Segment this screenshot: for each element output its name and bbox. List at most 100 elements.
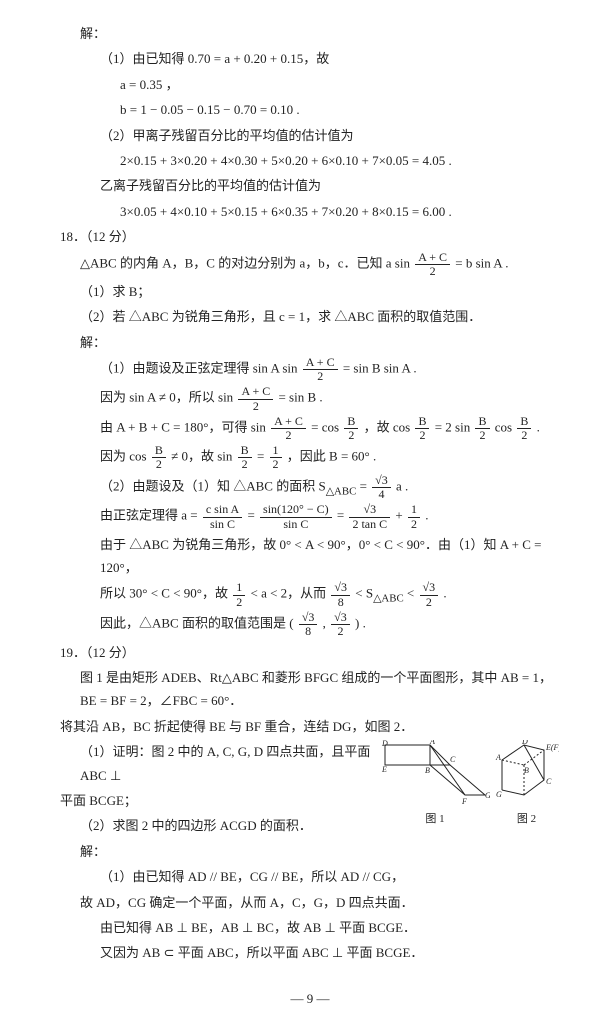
frac: sin(120° − C)sin C xyxy=(260,503,332,530)
fig2-caption: 图 2 xyxy=(494,810,559,830)
plus: + xyxy=(395,508,406,523)
p18-s6: 由正弦定理得 a = c sin Asin C = sin(120° − C)s… xyxy=(60,503,560,530)
text: = 2 sin xyxy=(435,419,471,434)
p17-l7: 3×0.05 + 4×0.10 + 5×0.15 + 6×0.35 + 7×0.… xyxy=(60,200,560,223)
fig1-caption: 图 1 xyxy=(380,810,490,830)
p19-s3: 由已知得 AB ⊥ BE，AB ⊥ BC，故 AB ⊥ 平面 BCGE． xyxy=(60,916,560,939)
svg-text:D: D xyxy=(381,740,388,748)
text: （2）由题设及（1）知 △ABC 的面积 S xyxy=(100,478,326,493)
frac-12: 12 xyxy=(270,444,282,471)
frac-B2: B2 xyxy=(344,415,358,442)
text: = b sin A . xyxy=(455,255,508,270)
text: 因为 cos xyxy=(100,449,147,464)
p17-l6: 乙离子残留百分比的平均值的估计值为 xyxy=(60,174,560,197)
frac: √32 tan C xyxy=(349,503,390,530)
frac: A + C2 xyxy=(271,415,306,442)
text: a . xyxy=(396,478,408,493)
figure-block: D A E B C F G 图 1 D E(F) A B xyxy=(380,740,560,830)
comma: , xyxy=(323,616,330,631)
p18-s7: 由于 △ABC 为锐角三角形，故 0° < A < 90°，0° < C < 9… xyxy=(60,533,560,580)
frac-s34: √34 xyxy=(372,474,391,501)
p18-s3: 由 A + B + C = 180°，可得 sin A + C2 = cos B… xyxy=(60,415,560,442)
figure-2: D E(F) A B G C 图 2 xyxy=(494,740,559,830)
p18-s2: 因为 sin A ≠ 0，所以 sin A + C2 = sin B . xyxy=(60,385,560,412)
p19-s2: 故 AD，CG 确定一个平面，从而 A，C，G，D 四点共面． xyxy=(60,891,560,914)
frac-B2: B2 xyxy=(415,415,429,442)
svg-text:G: G xyxy=(485,791,490,800)
figure-1: D A E B C F G 图 1 xyxy=(380,740,490,830)
text: < a < 2，从而 xyxy=(250,586,329,601)
p19-head: 19．（12 分） xyxy=(60,641,560,664)
svg-text:A: A xyxy=(495,753,501,762)
text: cos xyxy=(495,419,512,434)
sub: △ABC xyxy=(373,593,404,605)
frac-AC2: A + C2 xyxy=(415,251,450,278)
text: ≠ 0，故 sin xyxy=(171,449,232,464)
p17-l3: b = 1 − 0.05 − 0.15 − 0.70 = 0.10 . xyxy=(60,98,560,121)
p17-l5: 2×0.15 + 3×0.20 + 4×0.30 + 5×0.20 + 6×0.… xyxy=(60,149,560,172)
eq: = xyxy=(247,508,258,523)
text: △ABC 的内角 A，B，C 的对边分别为 a，b，c．已知 a sin xyxy=(80,255,410,270)
p18-s1: （1）由题设及正弦定理得 sin A sin A + C2 = sin B si… xyxy=(60,356,560,383)
frac: A + C2 xyxy=(303,356,338,383)
p17-l1: （1）由已知得 0.70 = a + 0.20 + 0.15，故 xyxy=(60,47,560,70)
frac-B2: B2 xyxy=(238,444,252,471)
text: = cos xyxy=(311,419,339,434)
p17-l4: （2）甲离子残留百分比的平均值的估计值为 xyxy=(60,124,560,147)
frac-B2: B2 xyxy=(152,444,166,471)
text: 因此，△ABC 面积的取值范围是 ( xyxy=(100,616,294,631)
frac: c sin Asin C xyxy=(203,503,242,530)
page-number: 9 xyxy=(60,987,560,1010)
frac: A + C2 xyxy=(238,385,273,412)
sub: △ABC xyxy=(326,485,357,497)
p18-head: 18．（12 分） xyxy=(60,225,560,248)
frac-s32: √32 xyxy=(331,611,350,638)
frac-s38: √38 xyxy=(331,581,350,608)
p19-s4: 又因为 AB ⊂ 平面 ABC，所以平面 ABC ⊥ 平面 BCGE． xyxy=(60,941,560,964)
text: ，因此 B = 60° . xyxy=(287,449,376,464)
text: ) . xyxy=(355,616,366,631)
dot: . xyxy=(443,586,446,601)
svg-text:A: A xyxy=(429,740,435,746)
p19-s1: （1）由已知得 AD // BE，CG // BE，所以 AD // CG， xyxy=(60,865,560,888)
dot: . xyxy=(537,419,540,434)
text: （1）由题设及正弦定理得 sin A sin xyxy=(100,361,298,376)
p18-stem: △ABC 的内角 A，B，C 的对边分别为 a，b，c．已知 a sin A +… xyxy=(60,251,560,278)
svg-text:C: C xyxy=(450,755,456,764)
label-jie: 解： xyxy=(60,331,560,354)
p18-s8: 所以 30° < C < 90°，故 12 < a < 2，从而 √38 < S… xyxy=(60,581,560,609)
text: ，故 cos xyxy=(364,419,411,434)
eq: = xyxy=(337,508,348,523)
frac-s38: √38 xyxy=(299,611,318,638)
p19-stem2: 将其沿 AB，BC 折起使得 BE 与 BF 重合，连结 DG，如图 2． xyxy=(60,715,560,738)
svg-text:G: G xyxy=(496,790,502,799)
text: = sin B . xyxy=(278,390,322,405)
frac-s32: √32 xyxy=(420,581,439,608)
svg-text:F: F xyxy=(461,797,467,806)
svg-text:E: E xyxy=(381,765,387,774)
p18-s4: 因为 cos B2 ≠ 0，故 sin B2 = 12 ，因此 B = 60° … xyxy=(60,444,560,471)
eq: = xyxy=(360,478,371,493)
p18-q1: （1）求 B； xyxy=(60,280,560,303)
text: < xyxy=(407,586,418,601)
text: 因为 sin A ≠ 0，所以 sin xyxy=(100,390,233,405)
text: 由 A + B + C = 180°，可得 sin xyxy=(100,419,266,434)
svg-text:E(F): E(F) xyxy=(545,743,559,752)
text: 所以 30° < C < 90°，故 xyxy=(100,586,231,601)
p18-s5: （2）由题设及（1）知 △ABC 的面积 S△ABC = √34 a . xyxy=(60,474,560,502)
label-jie: 解： xyxy=(60,22,560,45)
svg-text:B: B xyxy=(524,766,529,775)
text: 由正弦定理得 a = xyxy=(100,508,201,523)
eq: = xyxy=(257,449,268,464)
text: < S xyxy=(355,586,373,601)
svg-text:D: D xyxy=(521,740,528,746)
label-jie: 解： xyxy=(60,840,560,863)
frac-12: 12 xyxy=(233,581,245,608)
p18-q2: （2）若 △ABC 为锐角三角形，且 c = 1，求 △ABC 面积的取值范围． xyxy=(60,305,560,328)
svg-text:C: C xyxy=(546,777,552,786)
p18-s9: 因此，△ABC 面积的取值范围是 ( √38 , √32 ) . xyxy=(60,611,560,638)
p17-l2: a = 0.35 ， xyxy=(60,73,560,96)
svg-text:B: B xyxy=(425,766,430,775)
p19-stem: 图 1 是由矩形 ADEB、Rt△ABC 和菱形 BFGC 组成的一个平面图形，… xyxy=(60,666,560,713)
text: = sin B sin A . xyxy=(343,361,417,376)
